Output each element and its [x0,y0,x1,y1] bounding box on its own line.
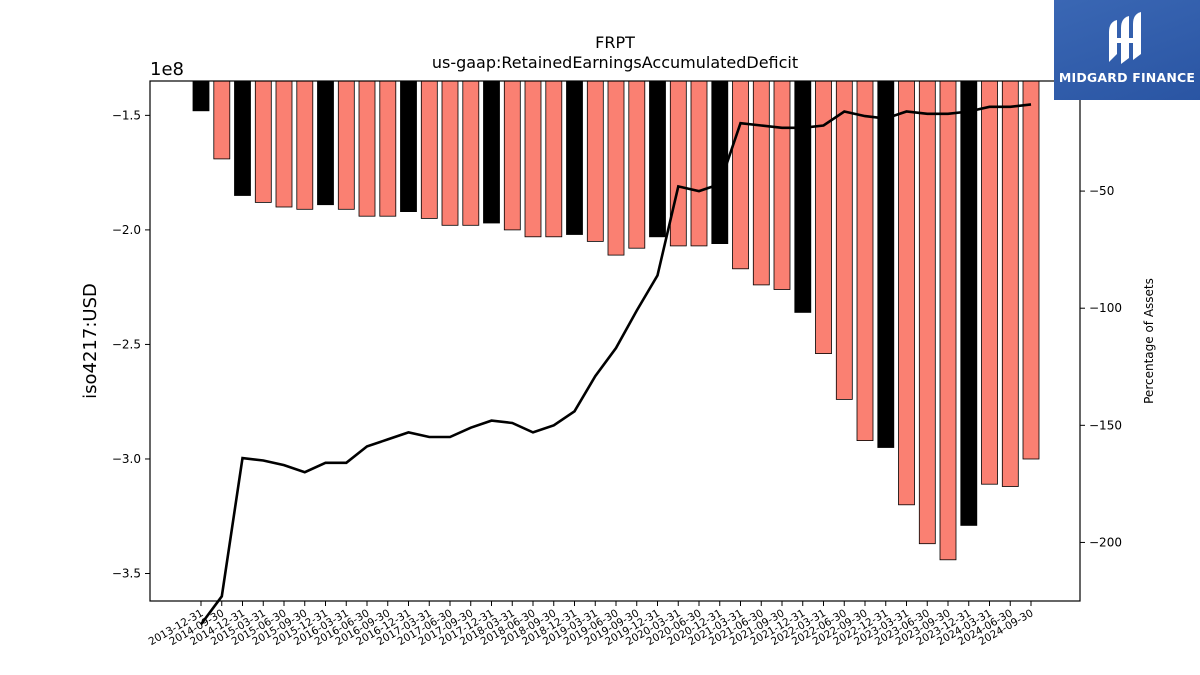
bar [441,80,459,226]
bar [524,80,542,238]
bar [711,80,729,245]
bar [981,80,998,485]
bar [275,80,293,208]
y2-axis-label: Percentage of Assets [1142,278,1156,404]
bar [649,80,666,238]
y2-tick-label: −200 [1089,535,1122,549]
bar [1022,80,1040,460]
bar [503,80,521,231]
y2-tick-label: −100 [1089,301,1122,315]
bar [213,80,231,160]
bar [337,80,355,210]
y2-tick-label: −150 [1089,418,1122,432]
plot-frame [149,80,1081,602]
bar [918,80,936,545]
bar [794,80,812,313]
y-axis-label: iso4217:USD [80,283,101,399]
bar [960,80,978,526]
bar [379,80,397,217]
bar [234,80,251,196]
y-tick-label: −2.5 [112,337,141,351]
bar [669,80,687,247]
bar [856,80,874,442]
bar [420,80,438,219]
bar [586,80,604,242]
percentage-line [199,103,1032,626]
bar [628,80,646,249]
bar [690,80,708,247]
bar [939,80,957,561]
bar [317,80,334,206]
bar [462,80,480,226]
bar [358,80,376,217]
chart-title: FRPT [595,33,635,52]
logo-text: MIDGARD FINANCE [1058,70,1196,85]
y-scale-label: 1e8 [150,59,184,80]
midgard-logo: MIDGARD FINANCE [1054,0,1200,100]
y-tick-label: −2.0 [112,223,141,237]
y-tick-label: −3.0 [112,452,141,466]
bar [835,80,853,400]
bar [877,80,895,448]
bar [296,80,314,210]
bar [898,80,915,506]
bar [607,80,625,256]
x-axis: 2013-12-312014-09-302014-12-312015-03-31… [147,601,1036,648]
bar [1001,80,1019,487]
bar [192,80,210,112]
bar [483,80,500,224]
bar [566,80,583,235]
bar [254,80,272,203]
bar [773,80,791,290]
y-tick-label: −3.5 [112,567,141,581]
bar [732,80,749,270]
bars-group [192,80,1040,561]
y-tick-label: −1.5 [112,108,141,122]
bar [400,80,417,213]
y-axis: −1.5 −2.0 −2.5 −3.0 −3.5 [112,108,150,581]
y2-axis: −50 −100 −150 −200 [1080,184,1122,549]
midgard-logo-icon [1109,12,1141,64]
chart-subtitle: us-gaap:RetainedEarningsAccumulatedDefic… [432,53,798,72]
y2-tick-label: −50 [1089,184,1114,198]
bar [545,80,563,238]
bar [752,80,770,286]
